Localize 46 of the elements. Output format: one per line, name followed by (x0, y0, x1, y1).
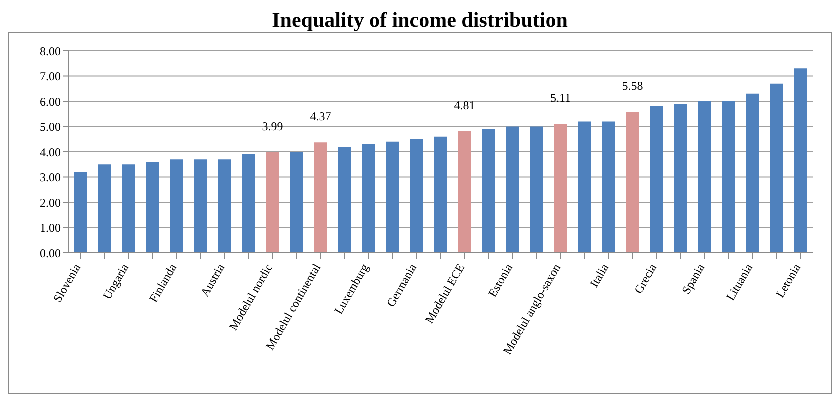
bar (266, 152, 280, 253)
bar (650, 106, 664, 253)
bar (794, 68, 808, 253)
bar (98, 164, 112, 253)
bar (338, 146, 352, 253)
bar (602, 122, 616, 253)
bar (770, 84, 784, 253)
y-tick-label: 1.00 (40, 221, 61, 236)
bar (554, 124, 568, 253)
data-label: 4.81 (454, 98, 476, 113)
y-tick-label: 5.00 (40, 120, 61, 134)
bar (386, 142, 400, 253)
y-tick-label: 2.00 (40, 196, 61, 210)
bar (218, 160, 232, 253)
bar (314, 142, 328, 253)
bar (482, 129, 496, 253)
bar (362, 144, 376, 253)
bar (410, 139, 424, 253)
bar (746, 94, 760, 253)
bar (506, 126, 520, 253)
data-label: 4.37 (310, 110, 332, 124)
y-tick-label: 0.00 (40, 246, 61, 260)
bar (170, 160, 184, 253)
data-label: 3.99 (262, 119, 284, 134)
bar (698, 102, 712, 253)
data-label: 5.58 (622, 79, 644, 94)
y-tick-label: 6.00 (40, 94, 61, 109)
data-label: 5.11 (550, 90, 572, 105)
bar (530, 126, 544, 253)
bar (74, 172, 88, 253)
bar (146, 162, 160, 253)
bar (290, 152, 304, 253)
bar (626, 112, 640, 253)
bar (722, 102, 736, 253)
bar (578, 122, 592, 253)
bar (122, 164, 136, 253)
y-tick-label: 7.00 (40, 70, 61, 84)
bar (674, 104, 688, 253)
y-tick-label: 3.00 (40, 170, 61, 185)
bar (434, 136, 448, 253)
bar (458, 132, 472, 253)
chart-title: Inequality of income distribution (271, 8, 569, 32)
y-tick-label: 4.00 (40, 145, 61, 160)
bar (194, 160, 208, 253)
y-tick-label: 8.00 (40, 44, 61, 58)
bar (242, 154, 256, 253)
